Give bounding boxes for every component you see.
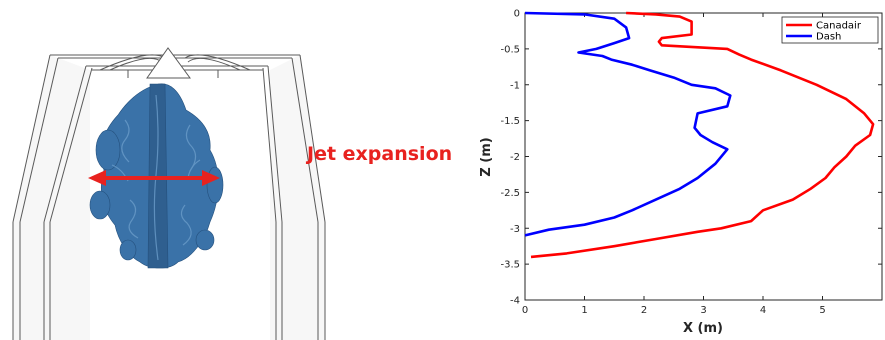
legend-box	[781, 16, 879, 44]
x-tick-label: 4	[760, 305, 766, 316]
axis-ticks: 0 1 2 3 4 5 0 -0.5 -1 -1.5 -2 -2.5 -3 -3.5 -4	[500, 9, 882, 316]
x-tick-label: 2	[641, 305, 647, 316]
tank-wireframe	[12, 47, 326, 340]
series-line-dash	[524, 11, 732, 237]
y-tick-label: -1.5	[500, 116, 520, 127]
jet-simulation-illustration	[12, 47, 326, 340]
y-tick-label: -3.5	[500, 260, 520, 271]
jet-expansion-label: Jet expansion	[307, 143, 453, 165]
y-tick-label: -1	[510, 80, 520, 91]
y-tick-label: 0	[514, 9, 520, 20]
y-axis-title: Z (m)	[479, 137, 494, 176]
penetration-chart: 0 1 2 3 4 5 0 -0.5 -1 -1.5 -2 -2.5 -3 -3.5 -4 Canadair…	[479, 9, 883, 336]
y-tick-label: -2.5	[500, 188, 520, 199]
legend-label-dash: Dash	[816, 32, 841, 43]
series-line-canadair	[530, 11, 875, 259]
x-tick-label: 3	[700, 305, 706, 316]
y-tick-label: -4	[510, 296, 520, 307]
plume-texture	[111, 94, 201, 261]
series-lines	[524, 11, 875, 259]
x-tick-label: 5	[819, 305, 825, 316]
plot-area	[524, 12, 883, 301]
y-tick-label: -3	[510, 224, 520, 235]
x-tick-label: 1	[581, 305, 587, 316]
legend-label-canadair: Canadair	[816, 21, 862, 32]
x-axis-title: X (m)	[683, 321, 723, 336]
jet-expansion-arrow	[88, 170, 220, 186]
y-tick-label: -2	[510, 152, 520, 163]
y-tick-label: -0.5	[500, 44, 520, 55]
x-tick-label: 0	[522, 305, 528, 316]
